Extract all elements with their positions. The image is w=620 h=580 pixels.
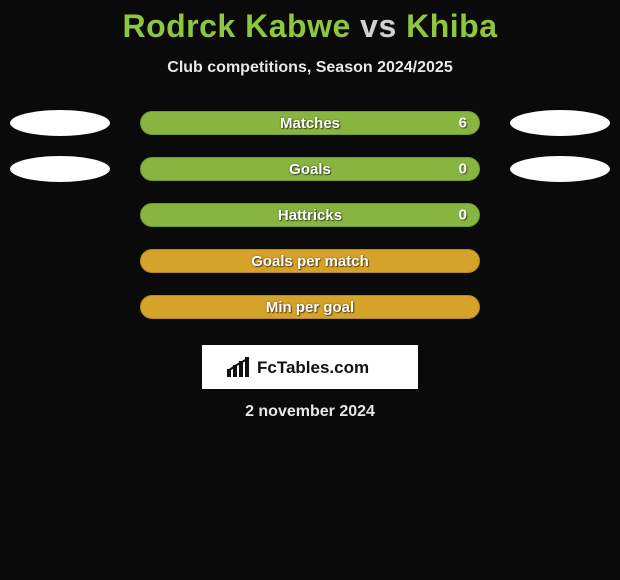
stat-row: Matches 6 <box>0 111 620 135</box>
stat-label: Goals <box>289 161 331 178</box>
stat-bar: Goals per match <box>140 249 480 273</box>
stats-list: Matches 6 Goals 0 Hattricks 0 Goals per match M… <box>0 111 620 341</box>
stat-value-right: 0 <box>459 161 467 178</box>
date-line: 2 november 2024 <box>245 403 375 421</box>
stat-label: Goals per match <box>251 253 369 270</box>
side-ellipse-right <box>510 110 610 136</box>
stat-bar: Goals 0 <box>140 157 480 181</box>
stat-label: Matches <box>280 115 340 132</box>
stat-row: Hattricks 0 <box>0 203 620 227</box>
side-ellipse-left <box>10 156 110 182</box>
fctables-logo-icon: FcTables.com <box>225 353 395 381</box>
vs-separator: vs <box>360 8 397 44</box>
page-title: Rodrck Kabwe vs Khiba <box>122 8 497 45</box>
player2-name: Khiba <box>406 8 497 44</box>
subtitle: Club competitions, Season 2024/2025 <box>167 59 452 77</box>
stat-row: Goals 0 <box>0 157 620 181</box>
stat-row: Min per goal <box>0 295 620 319</box>
stat-bar: Hattricks 0 <box>140 203 480 227</box>
player1-name: Rodrck Kabwe <box>122 8 350 44</box>
stat-value-right: 6 <box>459 115 467 132</box>
stat-value-right: 0 <box>459 207 467 224</box>
watermark-text: FcTables.com <box>257 358 369 377</box>
watermark: FcTables.com <box>202 345 418 389</box>
stat-label: Hattricks <box>278 207 342 224</box>
side-ellipse-right <box>510 156 610 182</box>
stat-row: Goals per match <box>0 249 620 273</box>
stat-bar: Min per goal <box>140 295 480 319</box>
side-ellipse-left <box>10 110 110 136</box>
comparison-infographic: Rodrck Kabwe vs Khiba Club competitions,… <box>0 0 620 421</box>
stat-bar: Matches 6 <box>140 111 480 135</box>
stat-label: Min per goal <box>266 299 354 316</box>
